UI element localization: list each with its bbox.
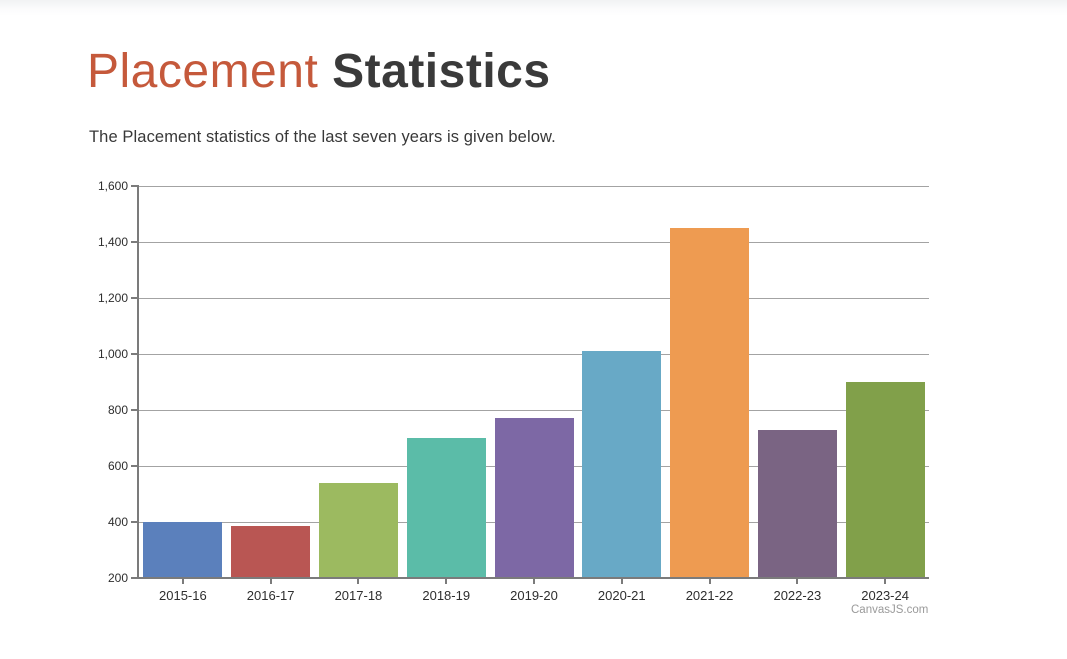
x-axis-tick-2018-19 (445, 578, 448, 584)
y-axis-label-1,600: 1,600 (97, 179, 128, 193)
gridline-1,600 (139, 185, 929, 187)
x-axis-label-2019-20: 2019-20 (510, 588, 558, 603)
x-axis-tick-2022-23 (796, 578, 799, 584)
canvasjs-watermark-link[interactable]: CanvasJS.com (851, 604, 929, 616)
x-axis-tick-2023-24 (884, 578, 887, 584)
bar-2023-24[interactable] (845, 382, 925, 578)
page-title-accent: Placement (87, 45, 319, 98)
y-axis-tick-400 (131, 521, 139, 523)
x-axis-label-2017-18: 2017-18 (334, 588, 383, 603)
bar-2017-18[interactable] (318, 482, 398, 578)
bar-2022-23[interactable] (757, 429, 837, 578)
y-axis-label-1,400: 1,400 (97, 235, 128, 249)
x-axis-tick-2016-17 (269, 578, 272, 584)
y-axis-tick-1,200 (131, 297, 139, 299)
y-axis-tick-600 (131, 465, 139, 467)
page-title: Placement Statistics (87, 44, 551, 100)
x-axis-tick-2017-18 (357, 578, 360, 584)
y-axis-line (137, 186, 139, 578)
x-axis-label-2018-19: 2018-19 (422, 588, 471, 603)
x-axis-line (131, 577, 929, 579)
y-axis-label-1,000: 1,000 (97, 347, 128, 361)
bar-2016-17[interactable] (231, 526, 311, 578)
x-axis-label-2015-16: 2015-16 (159, 588, 207, 603)
y-axis-tick-1,000 (131, 353, 139, 355)
x-axis-tick-2015-16 (181, 578, 184, 584)
y-axis-tick-1,400 (131, 241, 139, 243)
page-subtitle: The Placement statistics of the last sev… (89, 128, 556, 146)
x-axis-label-2020-21: 2020-21 (597, 588, 646, 603)
x-axis-label-2016-17: 2016-17 (246, 588, 295, 603)
y-axis-label-400: 400 (107, 515, 128, 529)
y-axis-label-1,200: 1,200 (97, 291, 128, 305)
bar-2021-22[interactable] (670, 228, 750, 578)
x-axis-label-2023-24: 2023-24 (861, 588, 909, 603)
x-axis-label-2021-22: 2021-22 (685, 588, 734, 603)
gridline-800 (139, 409, 929, 411)
y-axis-label-600: 600 (107, 459, 128, 473)
gridline-1,400 (139, 241, 929, 243)
y-axis-tick-1,600 (131, 185, 139, 187)
gridline-1,200 (139, 297, 929, 299)
bar-2015-16[interactable] (143, 522, 223, 578)
bar-2018-19[interactable] (406, 438, 486, 578)
top-shadow-fade (0, 0, 1067, 16)
x-axis-tick-2020-21 (620, 578, 623, 584)
y-axis-tick-800 (131, 409, 139, 411)
bar-2019-20[interactable] (494, 418, 574, 578)
x-axis-tick-2021-22 (708, 578, 711, 584)
page-title-rest: Statistics (332, 45, 551, 98)
y-axis-label-800: 800 (107, 403, 128, 417)
bar-2020-21[interactable] (582, 351, 662, 578)
x-axis-label-2022-23: 2022-23 (773, 588, 822, 603)
gridline-1,000 (139, 353, 929, 355)
y-axis-label-200: 200 (107, 571, 128, 585)
x-axis-tick-2019-20 (533, 578, 535, 584)
